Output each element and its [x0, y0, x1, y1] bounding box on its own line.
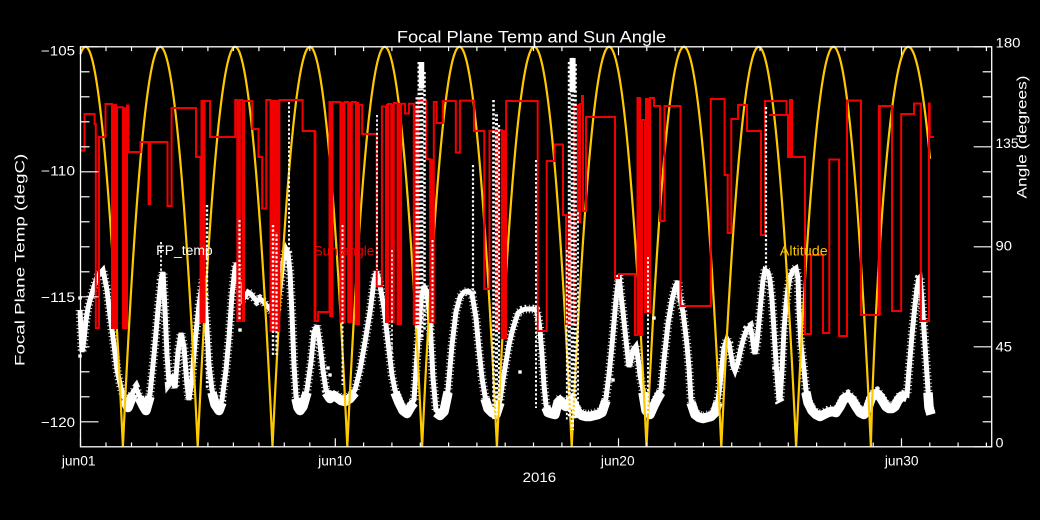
svg-text:180: 180	[996, 35, 1021, 50]
svg-text:−115: −115	[41, 290, 75, 305]
svg-text:0: 0	[996, 436, 1004, 451]
svg-text:jun01: jun01	[61, 454, 96, 469]
svg-text:Focal Plane Temp and Sun Angle: Focal Plane Temp and Sun Angle	[397, 28, 666, 47]
svg-text:−110: −110	[41, 164, 75, 179]
svg-text:jun20: jun20	[600, 454, 635, 469]
svg-text:FP_temp: FP_temp	[156, 243, 213, 258]
svg-text:45: 45	[996, 339, 1013, 354]
svg-text:135: 135	[996, 136, 1019, 151]
svg-text:Altitude: Altitude	[780, 244, 828, 259]
svg-text:2016: 2016	[523, 470, 557, 485]
svg-text:jun30: jun30	[884, 454, 919, 469]
svg-text:90: 90	[996, 238, 1013, 253]
svg-text:jun10: jun10	[317, 454, 352, 469]
svg-text:Sun angle: Sun angle	[314, 244, 375, 259]
svg-text:−105: −105	[41, 43, 75, 58]
svg-text:Focal Plane Temp (degC): Focal Plane Temp (degC)	[13, 154, 28, 366]
svg-text:Angle (degrees): Angle (degrees)	[1015, 76, 1030, 199]
svg-text:−120: −120	[41, 415, 75, 430]
